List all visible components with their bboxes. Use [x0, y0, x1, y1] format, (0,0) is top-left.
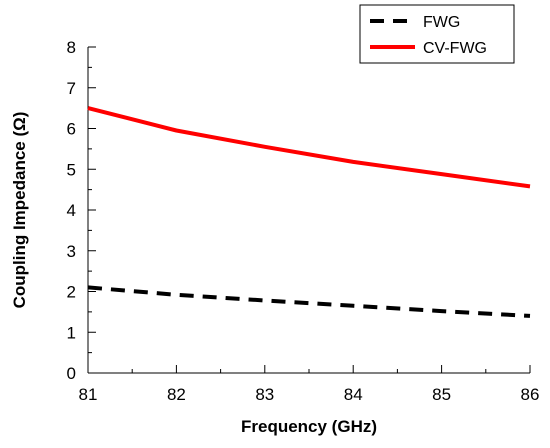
- legend-box: [359, 4, 515, 64]
- y-tick-label: 3: [67, 242, 76, 261]
- y-tick-label: 1: [67, 323, 76, 342]
- y-tick-label: 5: [67, 160, 76, 179]
- legend-label-fwg: FWG: [423, 14, 460, 31]
- x-axis-title: Frequency (GHz): [241, 417, 377, 436]
- y-tick-label: 7: [67, 79, 76, 98]
- x-tick-label: 85: [432, 385, 451, 404]
- y-tick-label: 4: [67, 201, 76, 220]
- y-axis-title: Coupling Impedance (Ω): [10, 112, 29, 309]
- y-tick-label: 2: [67, 283, 76, 302]
- series-line-cv-fwg: [87, 106, 531, 189]
- x-tick-label: 81: [79, 385, 98, 404]
- y-tick-label: 6: [67, 120, 76, 139]
- legend: FWG CV-FWG: [359, 4, 515, 64]
- legend-label-cv-fwg: CV-FWG: [423, 40, 487, 57]
- y-tick-label: 8: [67, 38, 76, 57]
- y-tick-label: 0: [67, 364, 76, 383]
- series-line-fwg: [87, 285, 531, 318]
- axes: [87, 47, 530, 374]
- x-tick-label: 84: [344, 385, 363, 404]
- x-tick-label: 83: [255, 385, 274, 404]
- series-lines: [87, 106, 531, 318]
- x-tick-label: 82: [167, 385, 186, 404]
- x-tick-label: 86: [521, 385, 540, 404]
- axis-ticks: 81 82 83 84 85 86 0 1 2 3 4 5 6 7 8: [67, 38, 540, 404]
